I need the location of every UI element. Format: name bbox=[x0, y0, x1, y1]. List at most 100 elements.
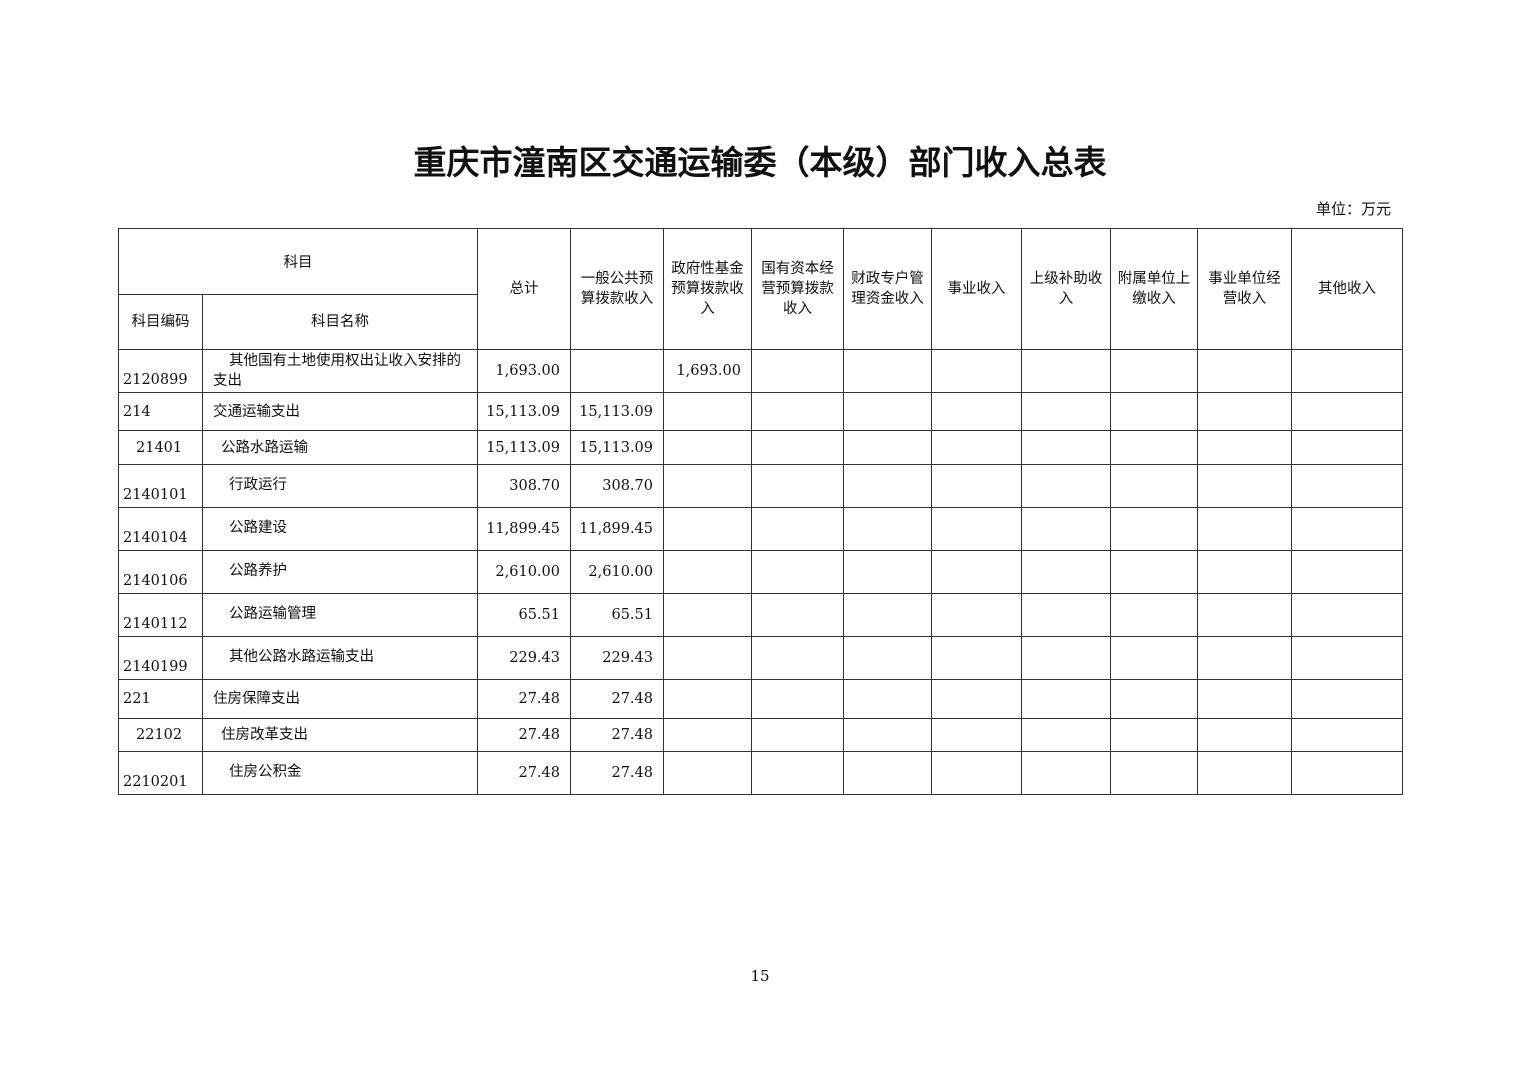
header-col: 总计 bbox=[477, 228, 571, 350]
empty-cell bbox=[1110, 593, 1198, 637]
empty-cell bbox=[1021, 636, 1111, 680]
empty-cell bbox=[843, 550, 932, 594]
subject-name: 公路建设 bbox=[202, 507, 478, 551]
empty-cell bbox=[1197, 636, 1292, 680]
empty-cell bbox=[751, 507, 844, 551]
unit-label: 单位：万元 bbox=[1315, 200, 1391, 218]
empty-cell bbox=[1110, 507, 1198, 551]
header-col: 附属单位上缴收入 bbox=[1110, 228, 1198, 350]
empty-cell bbox=[751, 636, 844, 680]
subject-code: 21401 bbox=[118, 430, 203, 465]
empty-cell bbox=[1291, 430, 1403, 465]
empty-cell bbox=[1110, 718, 1198, 752]
subject-name: 公路养护 bbox=[202, 550, 478, 594]
empty-cell bbox=[931, 636, 1022, 680]
empty-cell bbox=[931, 751, 1022, 795]
general-budget-value: 27.48 bbox=[570, 751, 664, 795]
empty-cell bbox=[843, 636, 932, 680]
empty-cell bbox=[843, 718, 932, 752]
empty-cell bbox=[1021, 593, 1111, 637]
empty-cell bbox=[1110, 430, 1198, 465]
empty-cell bbox=[1291, 349, 1403, 393]
empty-cell bbox=[931, 464, 1022, 508]
empty-cell bbox=[1291, 392, 1403, 431]
table-row: 2210201 住房公积金 27.48 27.48 bbox=[118, 751, 1403, 795]
table-row: 221 住房保障支出 27.48 27.48 bbox=[118, 679, 1403, 719]
empty-cell bbox=[1291, 679, 1403, 719]
total-value: 65.51 bbox=[477, 593, 571, 637]
general-budget-value: 15,113.09 bbox=[570, 430, 664, 465]
empty-cell bbox=[843, 392, 932, 431]
empty-cell bbox=[1197, 349, 1292, 393]
empty-cell bbox=[931, 430, 1022, 465]
empty-cell bbox=[751, 430, 844, 465]
table-row: 2140199 其他公路水路运输支出 229.43 229.43 bbox=[118, 636, 1403, 680]
empty-cell bbox=[1197, 392, 1292, 431]
total-value: 27.48 bbox=[477, 679, 571, 719]
empty-cell bbox=[1291, 751, 1403, 795]
header-col: 事业收入 bbox=[931, 228, 1022, 350]
empty-cell bbox=[1291, 507, 1403, 551]
subject-name: 其他国有土地使用权出让收入安排的支出 bbox=[202, 349, 478, 393]
subject-name: 公路运输管理 bbox=[202, 593, 478, 637]
empty-cell bbox=[931, 550, 1022, 594]
subject-name: 交通运输支出 bbox=[202, 392, 478, 431]
empty-cell bbox=[1197, 679, 1292, 719]
table-row: 214 交通运输支出 15,113.09 15,113.09 bbox=[118, 392, 1403, 431]
empty-cell bbox=[1021, 464, 1111, 508]
empty-cell bbox=[751, 679, 844, 719]
total-value: 27.48 bbox=[477, 718, 571, 752]
subject-name: 公路水路运输 bbox=[202, 430, 478, 465]
empty-cell bbox=[931, 392, 1022, 431]
empty-cell bbox=[1291, 550, 1403, 594]
empty-cell bbox=[1110, 751, 1198, 795]
empty-cell bbox=[843, 464, 932, 508]
general-budget-value: 229.43 bbox=[570, 636, 664, 680]
gov-fund-value bbox=[663, 593, 752, 637]
subject-name: 行政运行 bbox=[202, 464, 478, 508]
empty-cell bbox=[843, 679, 932, 719]
header-code: 科目编码 bbox=[118, 294, 203, 350]
general-budget-value: 15,113.09 bbox=[570, 392, 664, 431]
subject-code: 2140199 bbox=[118, 636, 203, 680]
gov-fund-value bbox=[663, 392, 752, 431]
header-col: 其他收入 bbox=[1291, 228, 1403, 350]
subject-code: 221 bbox=[118, 679, 203, 719]
empty-cell bbox=[1021, 679, 1111, 719]
total-value: 1,693.00 bbox=[477, 349, 571, 393]
subject-name: 住房改革支出 bbox=[202, 718, 478, 752]
empty-cell bbox=[843, 430, 932, 465]
empty-cell bbox=[1021, 751, 1111, 795]
header-col: 上级补助收入 bbox=[1021, 228, 1111, 350]
subject-code: 214 bbox=[118, 392, 203, 431]
empty-cell bbox=[1110, 349, 1198, 393]
subject-name: 其他公路水路运输支出 bbox=[202, 636, 478, 680]
empty-cell bbox=[1197, 464, 1292, 508]
general-budget-value: 27.48 bbox=[570, 679, 664, 719]
general-budget-value: 65.51 bbox=[570, 593, 664, 637]
header-col: 一般公共预算拨款收入 bbox=[570, 228, 664, 350]
header-col: 政府性基金预算拨款收入 bbox=[663, 228, 752, 350]
empty-cell bbox=[751, 751, 844, 795]
general-budget-value: 27.48 bbox=[570, 718, 664, 752]
empty-cell bbox=[1021, 550, 1111, 594]
table-row: 2140101 行政运行 308.70 308.70 bbox=[118, 464, 1403, 508]
table-row: 22102 住房改革支出 27.48 27.48 bbox=[118, 718, 1403, 752]
empty-cell bbox=[1110, 464, 1198, 508]
empty-cell bbox=[1197, 507, 1292, 551]
subject-name: 住房保障支出 bbox=[202, 679, 478, 719]
empty-cell bbox=[931, 349, 1022, 393]
empty-cell bbox=[1197, 430, 1292, 465]
gov-fund-value bbox=[663, 464, 752, 508]
empty-cell bbox=[1197, 593, 1292, 637]
table-row: 2140112 公路运输管理 65.51 65.51 bbox=[118, 593, 1403, 637]
empty-cell bbox=[1110, 550, 1198, 594]
header-name: 科目名称 bbox=[202, 294, 478, 350]
empty-cell bbox=[931, 507, 1022, 551]
total-value: 15,113.09 bbox=[477, 392, 571, 431]
empty-cell bbox=[1021, 718, 1111, 752]
header-col: 事业单位经营收入 bbox=[1197, 228, 1292, 350]
empty-cell bbox=[1110, 636, 1198, 680]
empty-cell bbox=[751, 550, 844, 594]
empty-cell bbox=[1291, 593, 1403, 637]
